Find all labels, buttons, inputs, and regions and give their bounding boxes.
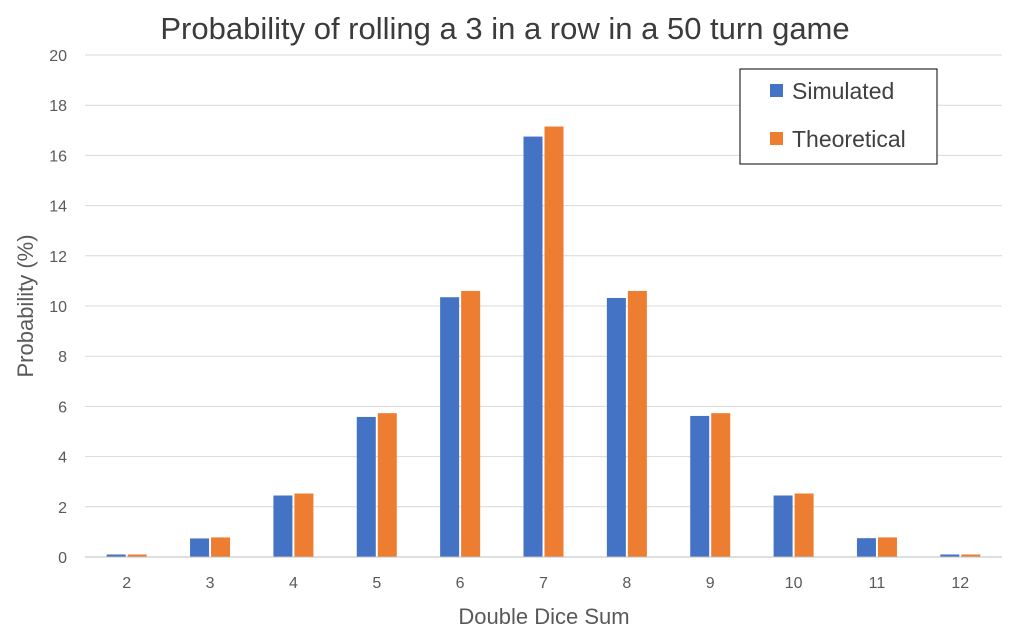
bar-theoretical-10 bbox=[794, 493, 814, 557]
y-tick-label: 16 bbox=[49, 148, 67, 165]
bar-theoretical-12 bbox=[961, 554, 981, 557]
x-axis-ticks: 2 3 4 5 6 7 8 9 10 11 12 bbox=[122, 575, 969, 592]
y-tick-label: 8 bbox=[58, 349, 67, 366]
legend-swatch-theoretical bbox=[770, 132, 783, 145]
y-axis-ticks: 0 2 4 6 8 10 12 14 16 18 20 bbox=[49, 48, 67, 567]
y-tick-label: 2 bbox=[58, 500, 67, 517]
bar-theoretical-3 bbox=[211, 537, 231, 557]
x-tick-label: 10 bbox=[785, 575, 803, 592]
x-tick-label: 12 bbox=[951, 575, 969, 592]
y-tick-label: 18 bbox=[49, 98, 67, 115]
bar-simulated-5 bbox=[356, 416, 376, 557]
bar-simulated-4 bbox=[273, 495, 293, 557]
x-tick-label: 6 bbox=[456, 575, 465, 592]
bar-simulated-12 bbox=[940, 554, 960, 557]
bar-theoretical-7 bbox=[544, 126, 564, 557]
y-tick-label: 20 bbox=[49, 48, 67, 65]
bar-theoretical-5 bbox=[377, 413, 397, 557]
bar-simulated-3 bbox=[190, 538, 210, 557]
bar-simulated-8 bbox=[606, 297, 626, 557]
x-tick-label: 8 bbox=[622, 575, 631, 592]
bar-simulated-11 bbox=[856, 538, 876, 557]
bar-theoretical-8 bbox=[627, 290, 647, 557]
x-tick-label: 7 bbox=[539, 575, 548, 592]
y-tick-label: 0 bbox=[58, 550, 67, 567]
bar-theoretical-11 bbox=[877, 537, 897, 557]
y-axis-title: Probability (%) bbox=[13, 234, 38, 377]
x-tick-label: 3 bbox=[206, 575, 215, 592]
chart-title: Probability of rolling a 3 in a row in a… bbox=[160, 11, 849, 46]
gridlines bbox=[85, 54, 1002, 508]
x-tick-label: 9 bbox=[706, 575, 715, 592]
x-tick-label: 4 bbox=[289, 575, 298, 592]
x-tick-label: 2 bbox=[122, 575, 131, 592]
x-tick-label: 5 bbox=[372, 575, 381, 592]
y-tick-label: 6 bbox=[58, 399, 67, 416]
y-tick-label: 10 bbox=[49, 299, 67, 316]
legend: Simulated Theoretical bbox=[739, 68, 938, 165]
bars bbox=[106, 126, 981, 557]
bar-theoretical-4 bbox=[294, 493, 314, 557]
bar-theoretical-2 bbox=[127, 554, 147, 557]
bar-simulated-6 bbox=[440, 297, 460, 557]
legend-swatch-simulated bbox=[770, 84, 783, 97]
y-tick-label: 14 bbox=[49, 199, 67, 216]
bar-simulated-7 bbox=[523, 136, 543, 557]
x-axis-title: Double Dice Sum bbox=[458, 604, 629, 629]
y-tick-label: 12 bbox=[49, 249, 67, 266]
bar-theoretical-9 bbox=[711, 413, 731, 557]
bar-theoretical-6 bbox=[461, 290, 481, 557]
legend-label-simulated: Simulated bbox=[792, 78, 894, 104]
legend-label-theoretical: Theoretical bbox=[792, 126, 906, 152]
bar-simulated-9 bbox=[690, 415, 710, 557]
x-tick-label: 11 bbox=[869, 575, 886, 592]
bar-simulated-10 bbox=[773, 495, 793, 557]
bar-simulated-2 bbox=[106, 554, 126, 557]
y-tick-label: 4 bbox=[58, 450, 67, 467]
